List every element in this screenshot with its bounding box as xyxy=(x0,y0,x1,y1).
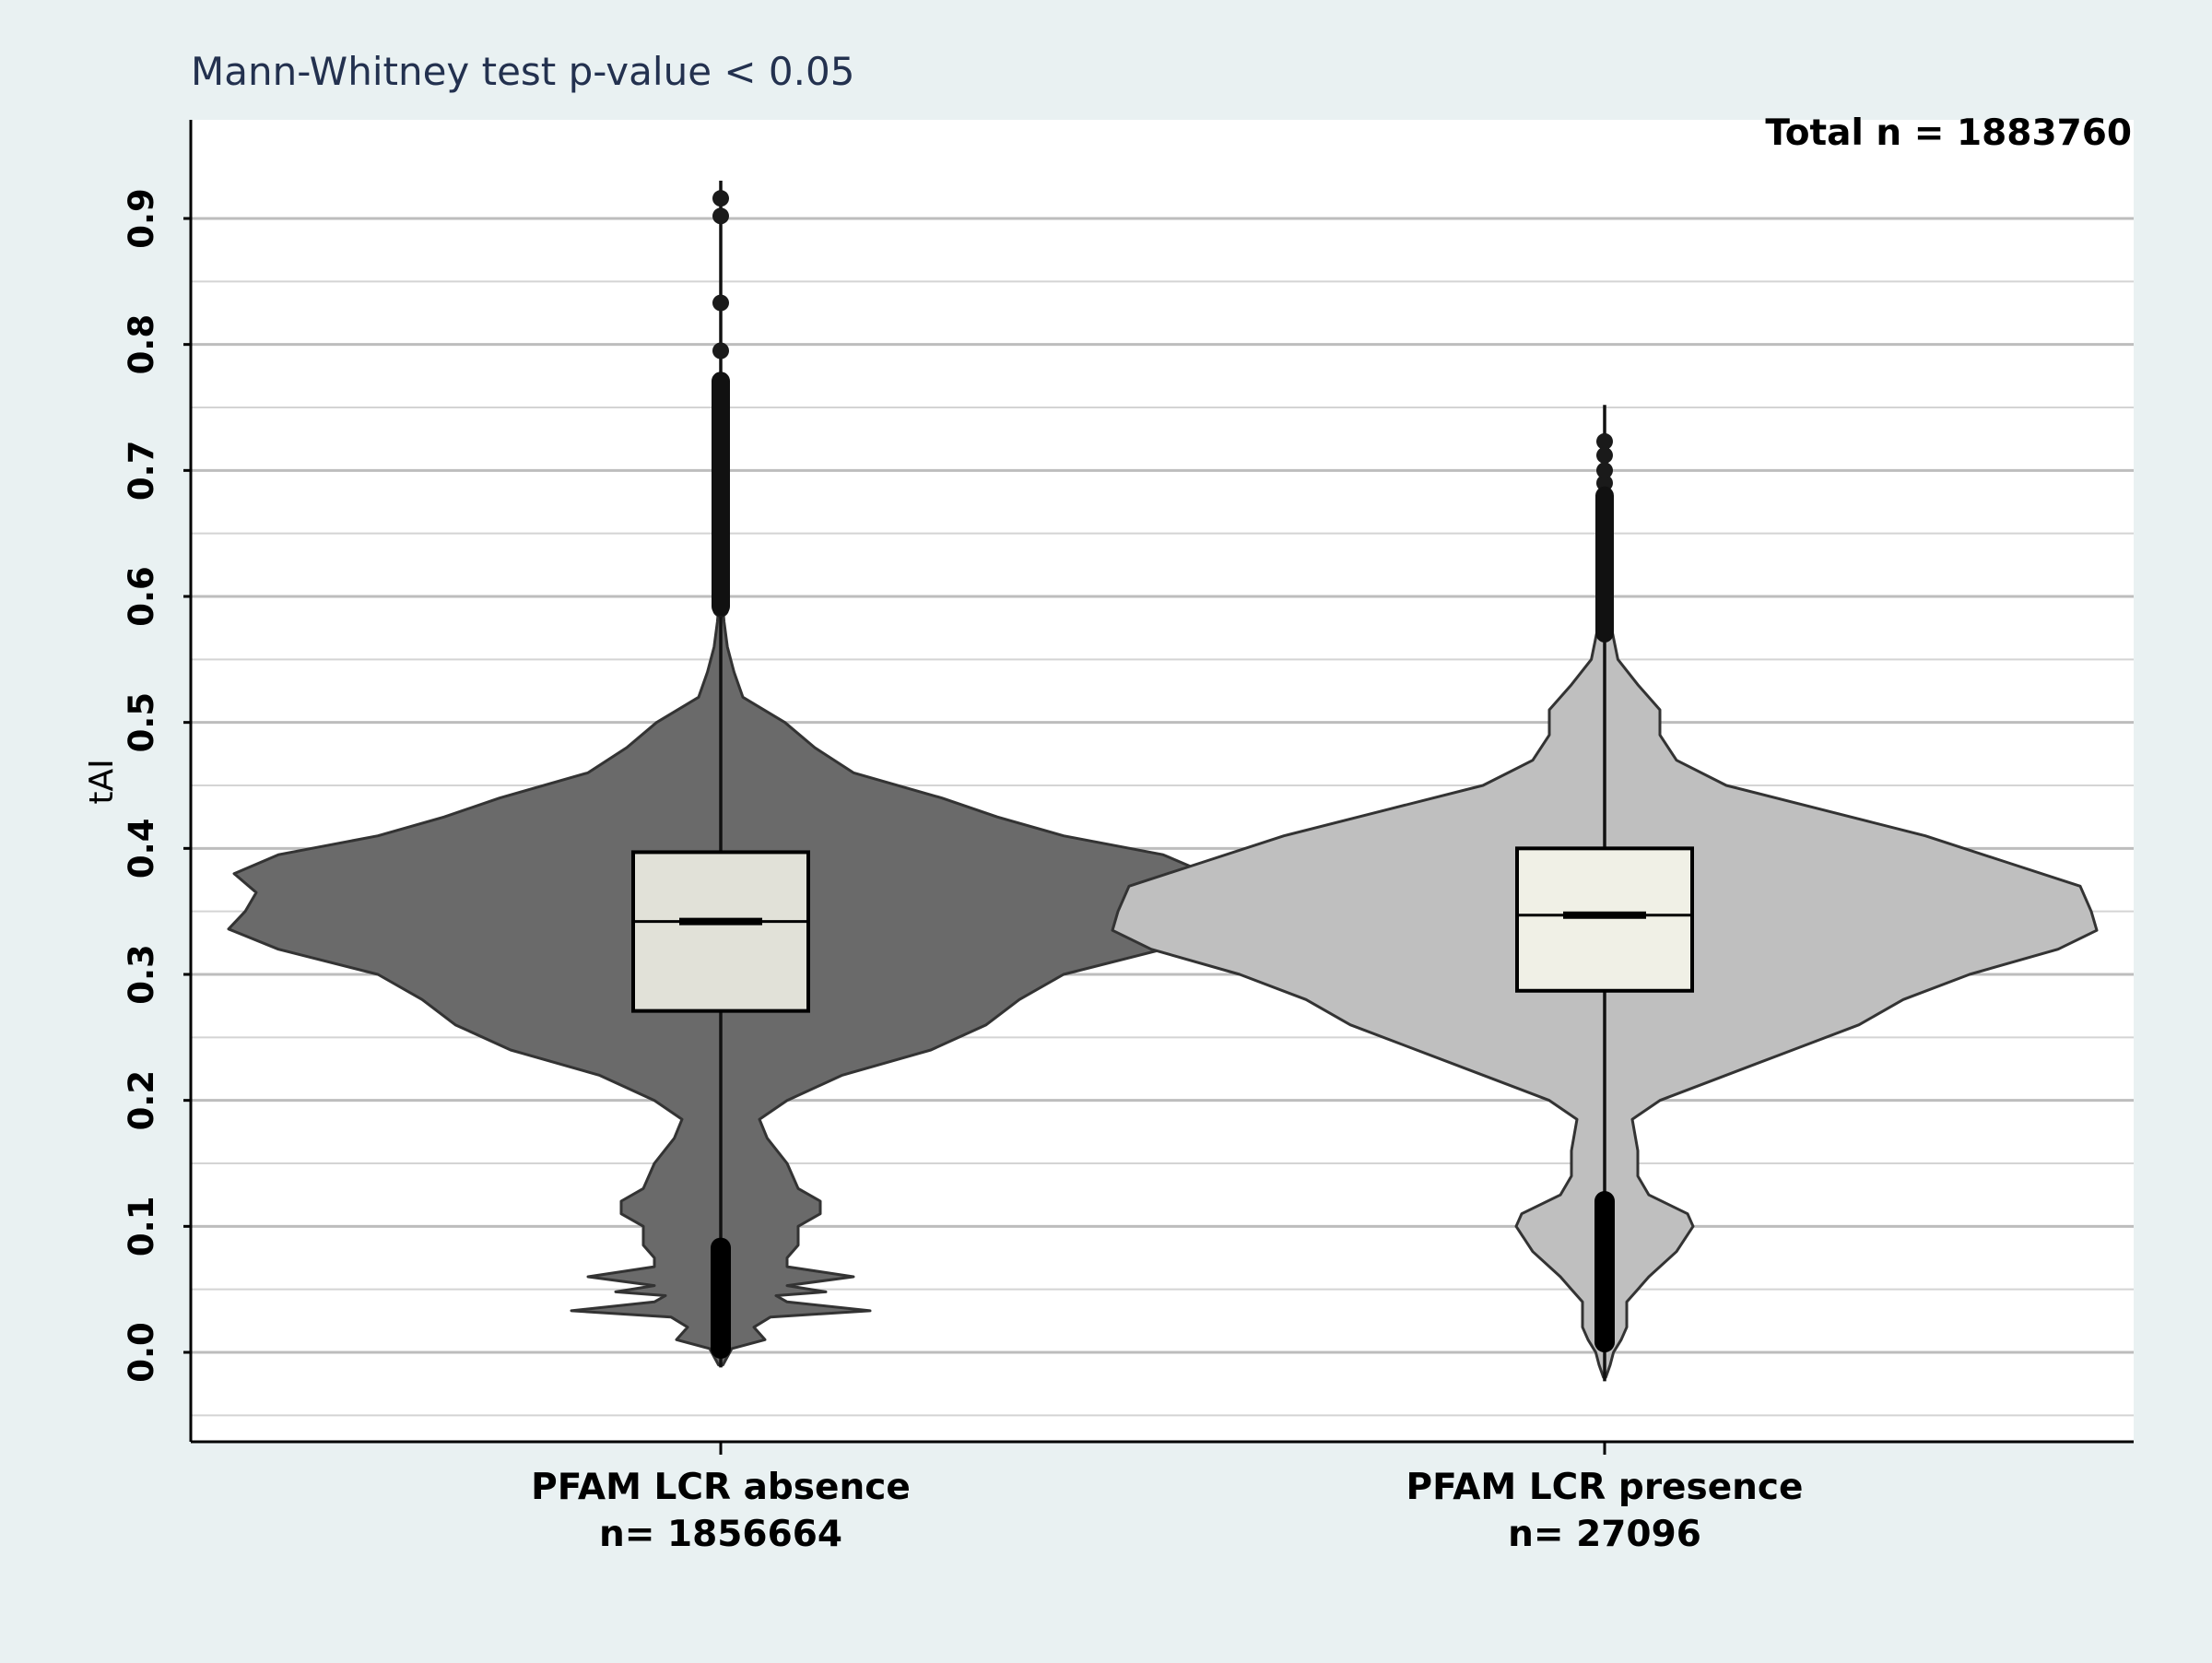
y-tick-label: 0.3 xyxy=(122,944,161,1005)
outlier-point xyxy=(1596,432,1613,450)
outlier-point xyxy=(712,207,729,225)
y-tick-label: 0.8 xyxy=(122,314,161,375)
outlier-point xyxy=(712,342,729,360)
x-tick-count: n= 1856664 xyxy=(599,1514,842,1555)
y-ticks: 0.0 0.1 0.2 0.3 0.4 0.5 0.6 0.7 0.8 0.9 xyxy=(122,188,191,1383)
violins xyxy=(227,181,2099,1382)
violin-group xyxy=(227,181,1215,1368)
x-tick-label: PFAM LCR absence xyxy=(531,1467,911,1508)
y-tick-label: 0.7 xyxy=(122,441,161,501)
y-tick-label: 0.6 xyxy=(122,566,161,627)
total-n-label: Total n = 1883760 xyxy=(1765,112,2132,154)
outlier-point xyxy=(712,190,729,207)
x-tick-label: PFAM LCR presence xyxy=(1406,1467,1804,1508)
y-tick-label: 0.1 xyxy=(122,1197,161,1257)
outlier-point xyxy=(712,294,729,312)
outlier-point xyxy=(1596,475,1613,491)
y-tick-label: 0.9 xyxy=(122,188,161,249)
y-tick-label: 0.2 xyxy=(122,1070,161,1131)
y-tick-label: 0.5 xyxy=(122,692,161,753)
box-iqr xyxy=(631,850,810,1013)
grid-lines xyxy=(191,217,2134,1417)
box-iqr xyxy=(1515,846,1694,993)
y-axis-label: tAI xyxy=(83,759,121,804)
x-tick-labels: PFAM LCR absence n= 1856664 PFAM LCR prese… xyxy=(531,1442,1804,1555)
x-tick-count: n= 27096 xyxy=(1508,1514,1701,1555)
outlier-point xyxy=(1596,446,1613,464)
y-tick-label: 0.4 xyxy=(122,819,161,879)
plot-area xyxy=(191,120,2134,1442)
outlier-point xyxy=(1596,462,1613,479)
y-tick-label: 0.0 xyxy=(122,1322,161,1383)
axes xyxy=(189,120,2134,1444)
violin-group xyxy=(1111,405,2099,1382)
chart-title: Mann-Whitney test p-value < 0.05 xyxy=(191,49,854,94)
